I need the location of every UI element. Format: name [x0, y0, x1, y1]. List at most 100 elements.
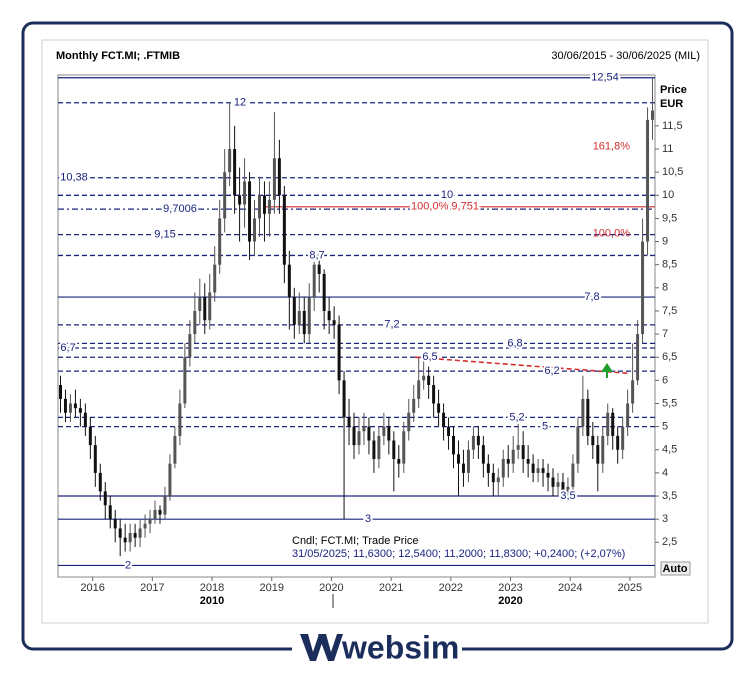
candle-body [173, 435, 177, 464]
candle-body [118, 528, 122, 538]
candle-body [83, 412, 87, 427]
level-label: 3 [365, 513, 371, 525]
fib-annotation: 161,8% [593, 141, 631, 153]
candle-body [611, 412, 615, 436]
candle-body [123, 537, 127, 543]
candle-body [178, 403, 182, 436]
y-tick-label: 4 [662, 467, 668, 479]
candle-body [556, 482, 560, 487]
candle-body [596, 445, 600, 464]
candle-body [238, 195, 242, 205]
candle-body [223, 172, 227, 219]
candle-body [372, 440, 376, 460]
trendline [414, 356, 630, 375]
y-tick-label: 7 [662, 328, 668, 340]
x-tick-label: 2024 [558, 582, 582, 594]
candle-body [561, 482, 565, 492]
candle-body [392, 440, 396, 460]
candle-body [486, 463, 490, 473]
x2-tick-label: 2010 [200, 595, 224, 607]
y-tick-label: 3,5 [662, 490, 677, 502]
candle-body [531, 463, 535, 473]
info-line: Cndl; FCT.MI; Trade Price [292, 535, 419, 547]
candle-body [302, 310, 306, 335]
candle-body [402, 431, 406, 464]
candle-body [297, 310, 301, 325]
candle-body [412, 398, 416, 413]
signal-arrow [601, 363, 613, 378]
candle-body [606, 412, 610, 436]
level-label: 7,8 [584, 291, 599, 303]
candle-body [183, 357, 187, 404]
candle-body [337, 324, 341, 381]
level-label: 12,54 [591, 72, 619, 84]
candle-body [646, 119, 650, 242]
candle-body [407, 412, 411, 432]
candle-body [422, 375, 426, 381]
candle-body [342, 380, 346, 418]
candle-body [601, 435, 605, 464]
candle-body [347, 417, 351, 427]
level-label: 9,15 [154, 229, 175, 241]
candle-body [93, 445, 97, 473]
candle-body [586, 398, 590, 436]
x-tick-label: 2020 [319, 582, 343, 594]
y-axis-unit: EUR [660, 98, 683, 110]
candle-body [307, 297, 311, 335]
fib-annotation: 100,0% [593, 228, 631, 240]
candle-body [262, 195, 266, 214]
candle-body [73, 403, 77, 409]
candle-body [143, 523, 147, 529]
candle-body [516, 445, 520, 450]
x2-tick-label: 2020 [498, 595, 522, 607]
y-tick-label: 6,5 [662, 351, 677, 363]
candle-body [113, 519, 117, 529]
candle-body [277, 158, 281, 196]
y-tick-label: 2,5 [662, 536, 677, 548]
candle-body [248, 181, 252, 242]
y-tick-label: 6 [662, 374, 668, 386]
level-label: 6,2 [544, 365, 559, 377]
candle-body [98, 472, 102, 492]
info-line: 31/05/2025; 11,6300; 12,5400; 11,2000; 1… [292, 548, 625, 560]
level-label: 5,2 [509, 411, 524, 423]
y-tick-label: 4,5 [662, 444, 677, 456]
candle-body [377, 435, 381, 460]
candle-body [442, 412, 446, 427]
candle-body [58, 384, 62, 399]
candle-body [571, 463, 575, 487]
candle-body [292, 297, 296, 325]
candle-body [163, 496, 167, 515]
candle-body [218, 218, 222, 265]
y-tick-label: 3 [662, 513, 668, 525]
x-tick-label: 2017 [140, 582, 164, 594]
candle-body [317, 264, 321, 274]
candle-body [616, 435, 620, 450]
candle-body [228, 149, 232, 173]
fib-label: 100,0% 9,751 [411, 201, 479, 213]
candle-body [461, 463, 465, 473]
candle-body [471, 435, 475, 450]
y-tick-label: 5,5 [662, 397, 677, 409]
candle-body [367, 426, 371, 441]
candle-body [651, 110, 655, 120]
candle-body [208, 292, 212, 321]
y-tick-label: 8,5 [662, 259, 677, 271]
scale-mode[interactable]: Auto [662, 563, 687, 575]
candle-body [397, 459, 401, 464]
chart-subtitle: 30/06/2015 - 30/06/2025 (MIL) [551, 50, 700, 62]
candle-body [133, 533, 137, 538]
y-tick-label: 7,5 [662, 305, 677, 317]
y-tick-label: 10 [662, 189, 674, 201]
brand: websim [341, 629, 459, 665]
candle-body [447, 426, 451, 436]
candle-body [541, 468, 545, 473]
y-tick-label: 5 [662, 421, 668, 433]
candle-body [312, 264, 316, 298]
candle-body [481, 445, 485, 464]
candle-body [506, 459, 510, 464]
scale-button[interactable] [660, 561, 691, 576]
level-label: 6,5 [422, 351, 437, 363]
